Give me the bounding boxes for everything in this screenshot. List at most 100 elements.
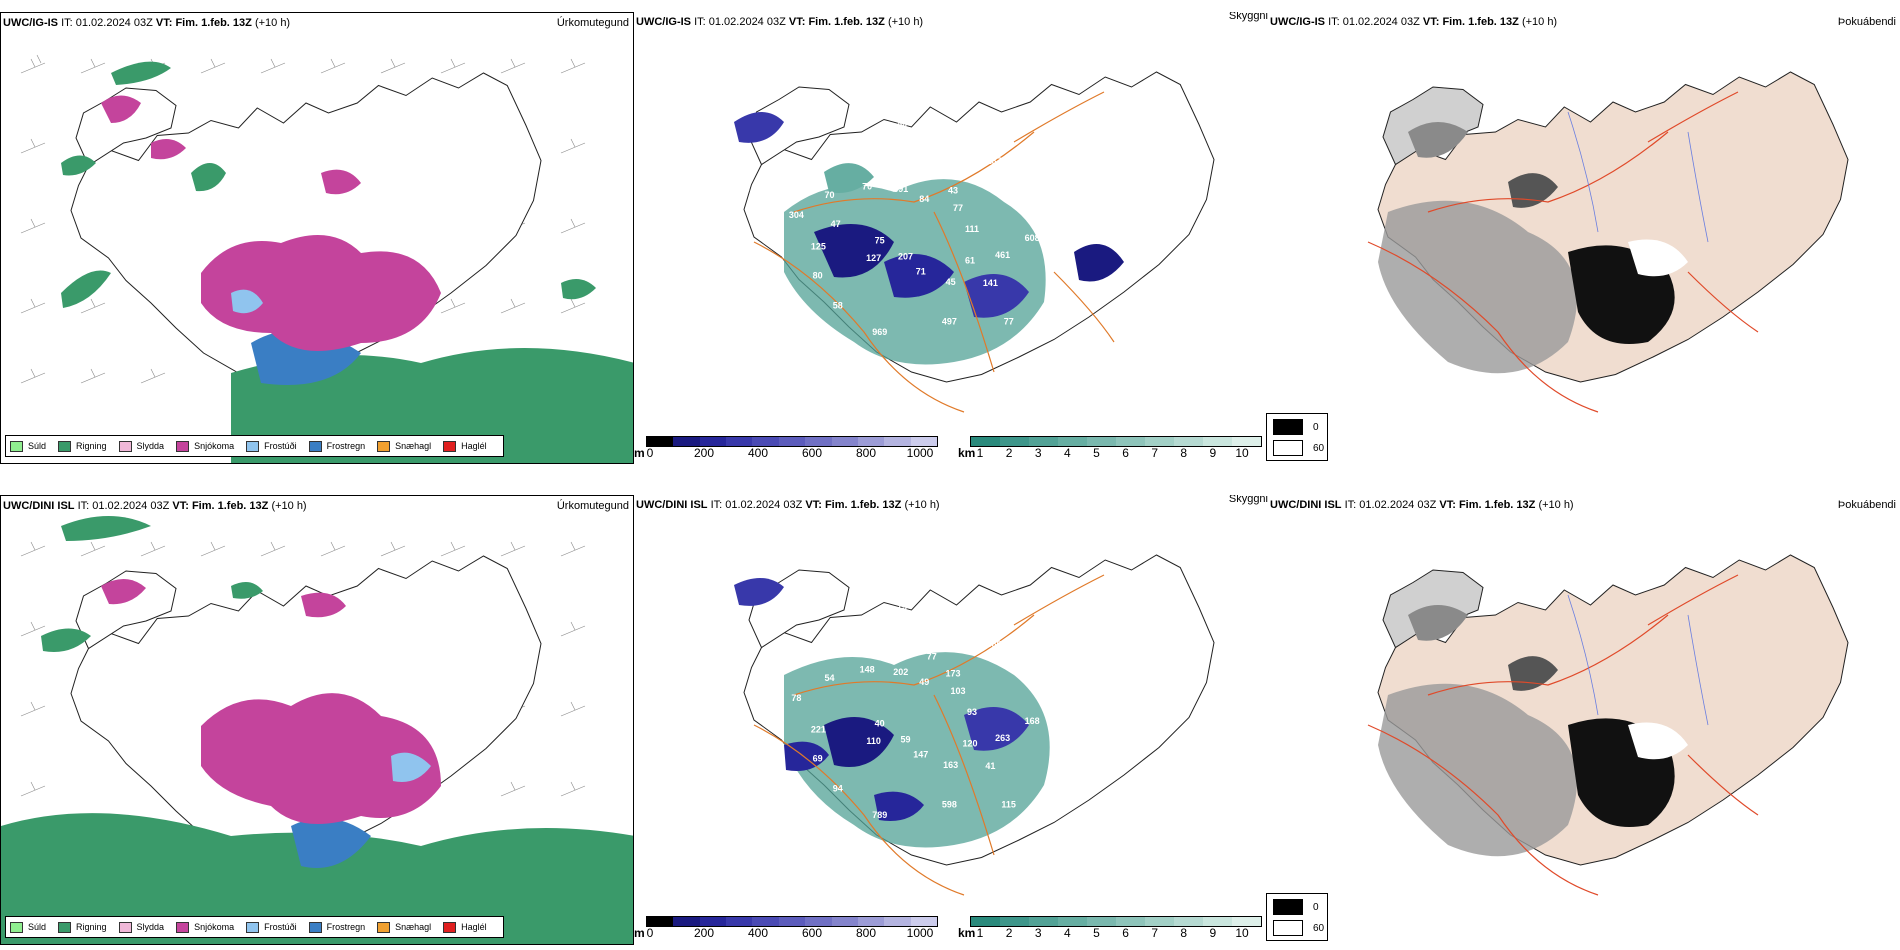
colorbar-tick-label: 4 [1063,926,1071,940]
colorbar-segment [1000,437,1029,446]
precip-map [20,54,633,463]
precip-legend-item: Rigning [58,440,107,452]
colorbar-strip [646,916,938,927]
colorbar-segment [1145,917,1174,926]
cloud-legend-item: 0 [1273,899,1319,915]
legend-swatch [1273,419,1303,435]
colorbar-segment [1029,917,1058,926]
precip-panel-row2: UWC/DINI ISL IT: 01.02.2024 03Z VT: Fim.… [0,495,634,945]
snow-depth-label: 127 [866,253,881,263]
precip-legend-item: Súld [10,921,47,933]
colorbar-segment [778,437,806,446]
precip-legend-item: Frostregn [308,921,366,933]
legend-label: Súld [28,441,47,451]
colorbar-segment [884,437,911,446]
it-value: 01.02.2024 03Z [708,16,786,28]
colorbar-segment [673,437,700,446]
precip-legend-item: Frostúði [246,440,297,452]
colorbar-tick-label: 2 [1005,446,1013,460]
snow-colorbar: m 0 200 400 600 800 1000 [634,436,940,464]
legend-label: Súld [28,922,47,932]
it-label: IT: [1344,499,1357,511]
snow-depth-label: 84 [919,194,929,204]
panel-header: UWC/IG-IS IT: 01.02.2024 03Z VT: Fim. 1.… [1270,16,1557,28]
colorbar-tick-label: 200 [693,926,715,940]
precip-legend-item: Slydda [118,921,164,933]
vt-label: VT: [788,16,806,28]
colorbar-tick-label: 1000 [906,926,934,940]
snow-depth-label: 207 [898,252,913,262]
vt-label: VT: [155,17,173,29]
colorbar-segment [673,917,700,926]
snow-depth-labels: 93 110 77 41 78 81 789 75 76 40 173 163 54 31 94 73 984 1… [706,601,1128,820]
legend-label: 0 [1313,901,1319,913]
colorbar-tick-label: 0 [646,926,654,940]
colorbar-segment [831,917,858,926]
colorbar-segment [910,917,937,926]
lead-time: (+10 h) [1538,499,1574,511]
colorbar-tick-label: 9 [1209,446,1217,460]
snow-depth-label: 91 [831,118,841,128]
colorbar-segment [884,917,911,926]
colorbar-tick-label: 800 [855,446,877,460]
legend-label: Rigning [76,441,107,451]
it-value: 01.02.2024 03Z [1359,499,1437,511]
legend-swatch [176,440,190,452]
snow-depth-label: 497 [942,316,957,326]
legend-label: Snæhagl [395,441,432,451]
cloud-legend-row1: 0 60 [1266,413,1328,461]
snow-depth-label: 61 [965,256,975,266]
colorbar-segment [752,437,779,446]
legend-label: Snjókoma [194,441,235,451]
cloud-legend-row2: 0 60 [1266,893,1328,941]
legend-label: Frostregn [326,922,366,932]
snow-depth-label: 103 [950,686,965,696]
colorbar-tick-label: 3 [1034,926,1042,940]
colorbar-segment [971,437,1000,446]
colorbar-segment [1232,437,1261,446]
panel-header: UWC/DINI ISL IT: 01.02.2024 03Z VT: Fim.… [636,499,940,511]
snow-depth-label: 58 [833,301,843,311]
model-name: UWC/IG-IS [1270,16,1325,28]
cloud-legend-item: 0 [1273,419,1319,435]
colorbar-unit: km [958,446,976,460]
legend-swatch [377,440,391,452]
colorbar-tick-label: 6 [1122,926,1129,940]
legend-swatch [118,440,132,452]
colorbar-segment [699,917,727,926]
fog-panel-row2: UWC/DINI ISL IT: 01.02.2024 03Z VT: Fim.… [1268,495,1900,945]
colorbar-segment [1232,917,1261,926]
snow-depth-label: 65 [952,133,962,143]
visibility-colorbar: km 1 2 3 4 5 6 7 8 9 10 [958,436,1264,464]
colorbar-segment [857,917,885,926]
colorbar-segment [1087,917,1116,926]
colorbar-segment [1029,437,1058,446]
colorbar-segment [1145,437,1174,446]
lead-time: (+10 h) [887,16,924,28]
panel-title-visibility: Skyggni [1228,12,1268,22]
lead-time: (+10 h) [254,17,291,29]
snow-depth-label: 237 [782,642,797,652]
snow-depth-label: 81 [1046,657,1056,667]
panel-header: UWC/IG-IS IT: 01.02.2024 03Z VT: Fim. 1.… [3,17,290,29]
colorbar-segment [805,437,832,446]
snow-depth-label: 97 [1111,169,1121,179]
colorbar-segment [1174,437,1203,446]
colorbar-tick-label: 600 [801,926,823,940]
snow-depth-label: 984 [1062,784,1077,794]
colorbar-tick-label: 3 [1034,446,1042,460]
vt-value: Fim. 1.feb. 13Z [175,17,252,29]
snow-depth-label: 73 [952,616,962,626]
legend-label: Frostúði [264,441,297,451]
fog-map [1367,71,1849,413]
vt-value: Fim. 1.feb. 13Z [808,16,885,28]
colorbar-tick-label: 400 [747,446,769,460]
legend-swatch [443,921,457,933]
it-label: IT: [77,500,90,512]
colorbar-segment [1087,437,1116,446]
snow-depth-labels: 111 127 109 141 304 473 969 91 202 75 43 45 70 93 58 86… [708,118,1130,337]
legend-swatch [58,440,72,452]
colorbar-tick-label: 7 [1151,446,1158,460]
legend-label: Frostregn [326,441,366,451]
precip-map [1,516,633,944]
